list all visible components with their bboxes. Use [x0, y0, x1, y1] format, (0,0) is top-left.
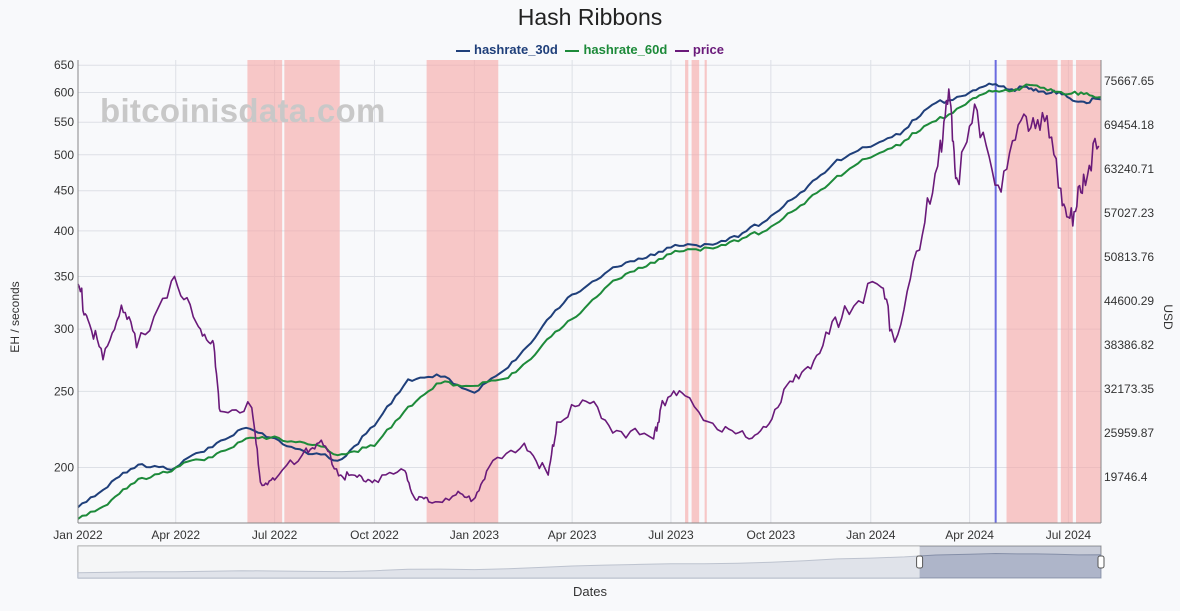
y-right-tick-label: 69454.18: [1104, 118, 1154, 132]
capitulation-band: [704, 60, 707, 523]
y-right-tick-label: 57027.23: [1104, 206, 1154, 220]
series-line-price: [77, 88, 1100, 504]
y-left-tick-label: 350: [54, 270, 74, 284]
y-left-tick-label: 550: [54, 115, 74, 129]
legend-item-hashrate-60d[interactable]: hashrate_60d: [565, 42, 667, 57]
y-left-tick-label: 650: [54, 58, 74, 72]
navigator-selection: [919, 546, 1101, 578]
navigator-mask: [78, 546, 920, 578]
y-right-tick-label: 75667.65: [1104, 74, 1154, 88]
x-tick-label: Apr 2024: [945, 528, 994, 542]
capitulation-band: [685, 60, 689, 523]
legend-item-price[interactable]: price: [674, 42, 724, 57]
x-tick-label: Oct 2023: [747, 528, 796, 542]
capitulation-band: [426, 60, 499, 523]
y-left-tick-label: 600: [54, 86, 74, 100]
watermark: bitcoinisdata.com: [100, 92, 386, 129]
legend-label-price: price: [692, 42, 724, 57]
y-right-tick-label: 32173.35: [1104, 382, 1154, 396]
legend-swatch-price: [674, 49, 689, 52]
x-tick-label: Jan 2023: [450, 528, 500, 542]
y-left-tick-label: 300: [54, 322, 74, 336]
x-tick-label: Apr 2023: [548, 528, 597, 542]
y-left-tick-label: 200: [54, 461, 74, 475]
legend-label-hashrate-30d: hashrate_30d: [474, 42, 558, 57]
y-right-tick-label: 38386.82: [1104, 338, 1154, 352]
capitulation-band: [1060, 60, 1073, 523]
navigator-right-handle[interactable]: [1097, 555, 1105, 569]
y-left-tick-label: 400: [54, 224, 74, 238]
x-tick-label: Jan 2022: [53, 528, 103, 542]
legend-label-hashrate-60d: hashrate_60d: [583, 42, 668, 57]
chart-title: Hash Ribbons: [517, 4, 663, 30]
x-tick-label: Jan 2024: [846, 528, 896, 542]
y-right-tick-label: 19746.4: [1104, 470, 1148, 484]
x-tick-label: Jul 2023: [648, 528, 694, 542]
series-line-hashrate-60d: [77, 83, 1102, 520]
x-tick-label: Oct 2022: [350, 528, 399, 542]
legend-item-hashrate-30d[interactable]: hashrate_30d: [456, 42, 558, 57]
capitulation-band: [1076, 60, 1101, 523]
navigator-series-area: [77, 552, 1102, 579]
capitulation-band: [1006, 60, 1058, 523]
y-right-tick-label: 50813.76: [1104, 250, 1154, 264]
y-right-tick-label: 44600.29: [1104, 294, 1154, 308]
legend-swatch-hashrate-60d: [565, 49, 580, 52]
x-axis-label: Dates: [573, 584, 607, 599]
y-left-tick-label: 450: [54, 184, 74, 198]
x-tick-label: Jul 2022: [252, 528, 298, 542]
legend: hashrate_30d hashrate_60d price: [0, 42, 1180, 57]
y-left-tick-label: 250: [54, 384, 74, 398]
capitulation-band: [247, 60, 283, 523]
navigator-left-handle[interactable]: [916, 555, 924, 569]
y-right-tick-label: 25959.87: [1104, 426, 1154, 440]
y-right-tick-label: 63240.71: [1104, 162, 1154, 176]
x-tick-label: Apr 2022: [151, 528, 200, 542]
capitulation-band: [691, 60, 700, 523]
x-tick-label: Jul 2024: [1046, 528, 1092, 542]
series-line-hashrate-30d: [77, 82, 1102, 509]
y-axis-right-label: USD: [1161, 304, 1175, 330]
y-left-tick-label: 500: [54, 148, 74, 162]
legend-swatch-hashrate-30d: [456, 49, 470, 52]
y-axis-left-label: EH / seconds: [8, 281, 22, 353]
